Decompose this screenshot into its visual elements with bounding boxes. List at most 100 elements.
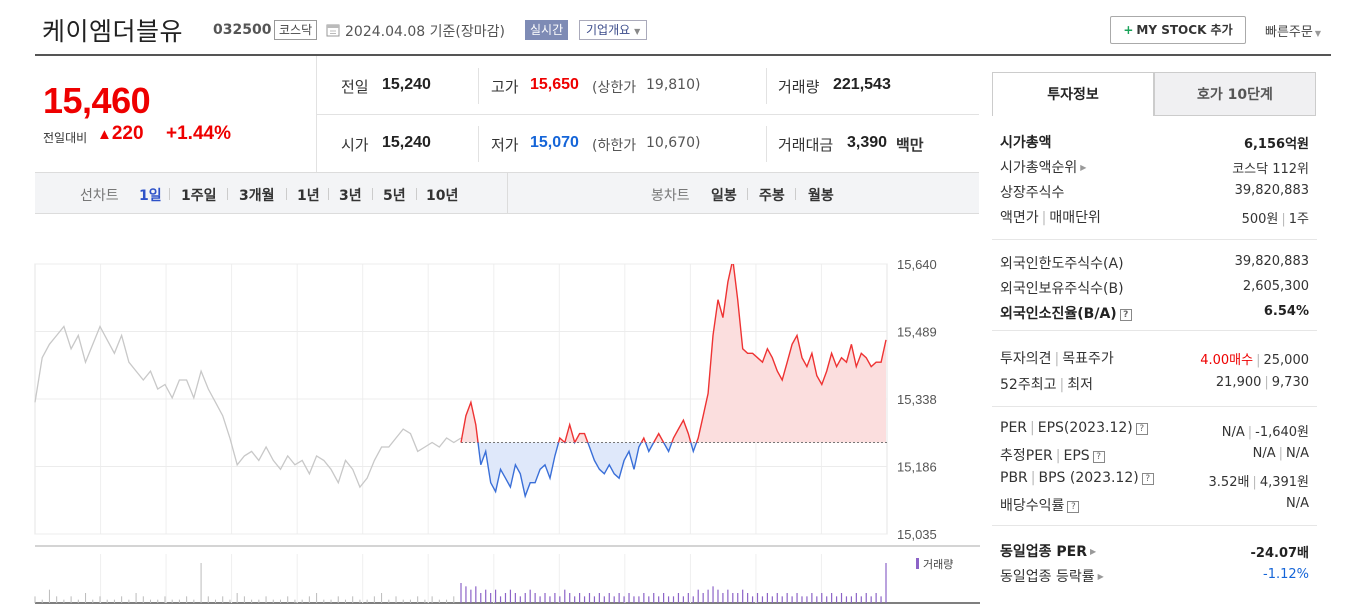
tab-1day[interactable]: 1일 — [139, 188, 162, 204]
divider — [416, 188, 417, 200]
high-value: 15,650 — [530, 76, 579, 93]
today-price-line-up — [460, 264, 887, 443]
company-overview-dropdown[interactable]: 기업개요 ▼ — [579, 20, 648, 40]
today-price-line-down — [461, 442, 698, 499]
market-badge: 코스닥 — [274, 20, 318, 40]
line-chart-title: 선차트 — [80, 188, 119, 204]
divider — [478, 68, 479, 104]
tab-weekly-candle[interactable]: 주봉 — [759, 188, 785, 204]
market-cap-value: 6,156억원 — [1243, 137, 1309, 152]
foreign-ratio-value: 6.54% — [1263, 304, 1309, 319]
tab-investment-info[interactable]: 투자정보 — [992, 72, 1154, 116]
divider — [747, 188, 748, 200]
market-cap-rank-value: 코스닥 112위 — [1232, 162, 1309, 177]
volume-swatch — [916, 558, 919, 569]
up-area-fill — [461, 264, 886, 443]
intraday-price-chart[interactable]: 15,640 15,489 15,338 15,186 15,035 — [0, 214, 985, 615]
volume-legend-label: 거래량 — [923, 558, 954, 571]
par-value-row: 액면가 | 매매단위 500원 | 1주 — [992, 207, 1317, 232]
opinion-value: 4.00매수 — [1200, 353, 1254, 368]
market-cap-section: 시가총액 6,156억원 시가총액순위 ▶ 코스닥 112위 상장주식수 39,8… — [992, 116, 1317, 240]
my-stock-add-button[interactable]: + MY STOCK 추가 — [1110, 16, 1246, 44]
per-eps-row: PER | EPS(2023.12)? N/A | -1,640원 — [992, 420, 1317, 445]
tab-monthly-candle[interactable]: 월봉 — [808, 188, 834, 204]
foreign-limit-label: 외국인한도주식수(A) — [1000, 256, 1124, 272]
foreign-holding-section: 외국인한도주식수(A) 39,820,883 외국인보유주식수(B) 2,605… — [992, 240, 1317, 331]
tab-1year[interactable]: 1년 — [297, 188, 320, 204]
dividend-label-text: 배당수익률 — [1000, 498, 1065, 514]
tab-10year[interactable]: 10년 — [426, 188, 459, 204]
prev-close-value: 15,240 — [382, 76, 431, 93]
chevron-right-icon: ▶ — [1090, 547, 1097, 556]
sector-per-label: 동일업종 PER ▶ — [1000, 541, 1096, 561]
pbr-bps-value: 3.52배 | 4,391원 — [1208, 475, 1309, 490]
est-per-value: N/A | N/A — [1252, 446, 1309, 461]
divider — [766, 68, 767, 104]
dividend-row: 배당수익률? N/A — [992, 495, 1317, 520]
sector-rate-value: -1.12% — [1263, 567, 1309, 582]
divider — [372, 188, 373, 200]
sector-rate-value-text: -1.12% — [1263, 567, 1309, 582]
market-cap-label: 시가총액 — [1000, 135, 1052, 151]
candle-chart-title: 봉차트 — [651, 188, 690, 204]
tab-3year[interactable]: 3년 — [339, 188, 362, 204]
divider — [795, 188, 796, 200]
tab-daily-candle[interactable]: 일봉 — [711, 188, 737, 204]
high-label: 고가 — [491, 78, 519, 96]
tab-3month[interactable]: 3개월 — [239, 188, 275, 204]
opinion-target-value: 4.00매수 | 25,000 — [1200, 353, 1309, 368]
quick-order-dropdown[interactable]: 빠른주문 ▼ — [1265, 21, 1321, 40]
help-icon[interactable]: ? — [1067, 501, 1080, 513]
per-value: N/A — [1221, 425, 1245, 440]
est-eps-value: N/A — [1286, 446, 1309, 461]
trade-unit-label: 매매단위 — [1049, 210, 1101, 226]
pbr-label: PBR — [1000, 470, 1028, 486]
tab-1week[interactable]: 1주일 — [181, 188, 217, 204]
change-label: 전일대비 — [43, 131, 88, 145]
price-summary: 15,460 전일대비 ▲220 +1.44% 전일 15,240 고가 15,… — [35, 56, 979, 172]
help-icon[interactable]: ? — [1119, 309, 1132, 321]
divider — [478, 126, 479, 162]
prev-close-label: 전일 — [341, 78, 369, 96]
est-per-value-text: N/A — [1252, 446, 1276, 461]
open-value: 15,240 — [382, 134, 431, 151]
tab-5year[interactable]: 5년 — [383, 188, 406, 204]
tab-order-book[interactable]: 호가 10단계 — [1154, 72, 1316, 116]
par-trade-unit-value: 500원 | 1주 — [1241, 212, 1309, 227]
dividend-label: 배당수익률? — [1000, 495, 1080, 515]
week52-row: 52주최고 | 최저 21,900 | 9,730 — [992, 374, 1317, 399]
help-icon[interactable]: ? — [1141, 473, 1154, 485]
help-icon[interactable]: ? — [1092, 451, 1105, 463]
market-cap-rank-row[interactable]: 시가총액순위 ▶ 코스닥 112위 — [992, 157, 1317, 182]
foreign-hold-row: 외국인보유주식수(B) 2,605,300 — [992, 278, 1317, 303]
sector-rate-row[interactable]: 동일업종 등락률 ▶ -1.12% — [992, 566, 1317, 591]
foreign-ratio-row: 외국인소진율(B/A)? 6.54% — [992, 303, 1317, 328]
divider — [507, 173, 508, 214]
sector-per-label-text: 동일업종 PER — [1000, 544, 1087, 560]
foreign-ratio-label-text: 외국인소진율(B/A) — [1000, 306, 1117, 322]
realtime-button[interactable]: 실시간 — [525, 20, 569, 40]
chart-period-tabs: 선차트 1일 1주일 3개월 1년 3년 5년 10년 봉차트 일봉 주봉 월봉 — [35, 172, 979, 214]
sector-per-row[interactable]: 동일업종 PER ▶ -24.07배 — [992, 541, 1317, 566]
low-value: 15,070 — [530, 134, 579, 151]
volume-label: 거래량 — [778, 78, 820, 96]
trade-amount-unit: 백만 — [896, 136, 924, 154]
help-icon[interactable]: ? — [1135, 423, 1148, 435]
est-per-label-text: 추정PER — [1000, 448, 1053, 464]
week52-label: 52주최고 | 최저 — [1000, 377, 1093, 393]
bps-label: BPS (2023.12) — [1038, 470, 1139, 486]
target-label: 목표주가 — [1062, 351, 1114, 367]
change-percent: +1.44% — [166, 123, 231, 144]
current-price: 15,460 — [43, 80, 151, 121]
divider — [316, 114, 979, 115]
change-amount: 220 — [111, 123, 144, 144]
up-arrow-icon: ▲ — [97, 126, 112, 143]
y-tick-label: 15,338 — [897, 392, 937, 407]
market-cap-row: 시가총액 6,156억원 — [992, 132, 1317, 157]
lower-limit-value: 10,670) — [646, 135, 701, 151]
pbr-value: 3.52배 — [1208, 475, 1250, 490]
trade-unit-value: 1주 — [1288, 212, 1309, 227]
stock-code: 032500 — [213, 22, 272, 38]
foreign-limit-value: 39,820,883 — [1234, 254, 1309, 269]
par-trade-unit-label: 액면가 | 매매단위 — [1000, 210, 1101, 226]
